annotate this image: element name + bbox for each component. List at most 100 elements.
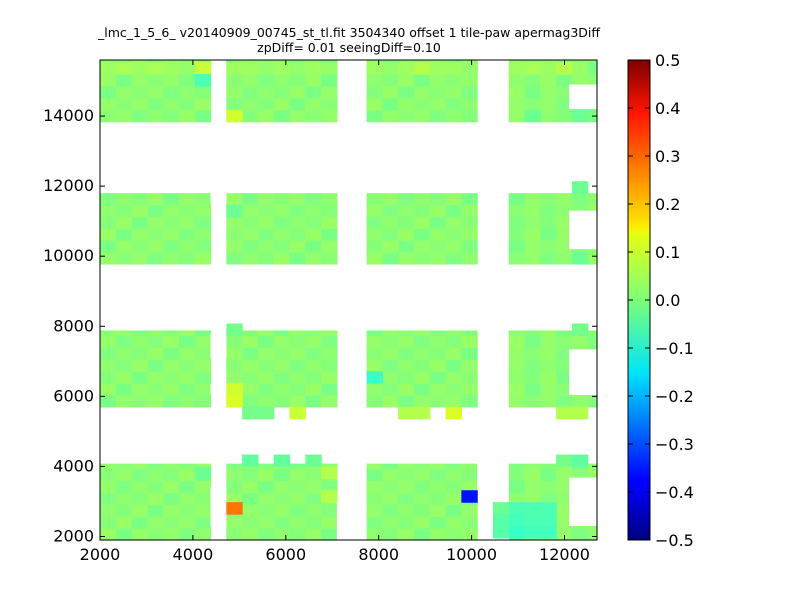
heatmap-base-tile (194, 60, 212, 63)
heatmap-base-tile (163, 216, 180, 229)
heatmap-base-tile (429, 371, 447, 384)
heatmap-base-tile (273, 109, 291, 123)
heatmap-base-tile (571, 60, 589, 63)
heatmap-base-tile (194, 394, 212, 408)
heatmap-base-tile (178, 335, 196, 348)
heatmap-base-tile (131, 74, 148, 87)
heatmap-base-tile (398, 463, 415, 470)
heatmap-base-tile (524, 359, 541, 372)
heatmap-base-tile (508, 347, 526, 360)
heatmap-base-tile (289, 228, 306, 241)
heatmap-base-tile (461, 228, 478, 241)
heatmap-base-tile (273, 504, 291, 517)
heatmap-base-tile (321, 347, 338, 360)
heatmap-base-tile (556, 383, 573, 396)
heatmap-base-tile (382, 480, 399, 493)
heatmap-base-tile (587, 528, 598, 541)
heatmap-base-tile (273, 330, 291, 336)
heatmap-base-tile (289, 74, 306, 87)
heatmap-cell (242, 406, 259, 420)
heatmap-base-tile (429, 330, 447, 336)
heatmap-cell (540, 502, 557, 515)
heatmap-base-tile (508, 60, 526, 63)
heatmap-base-tile (429, 528, 447, 541)
heatmap-base-tile (429, 383, 447, 396)
heatmap-base-tile (147, 468, 164, 482)
heatmap-base-tile (194, 383, 212, 396)
heatmap-base-tile (100, 516, 117, 529)
heatmap-base-tile (194, 204, 212, 217)
heatmap-cell (571, 406, 589, 420)
heatmap-base-tile (147, 504, 164, 517)
heatmap-base-tile (242, 359, 259, 372)
heatmap-base-tile (445, 240, 462, 253)
heatmap-base-tile (178, 371, 196, 384)
heatmap-base-tile (508, 492, 526, 505)
heatmap-base-tile (508, 335, 526, 348)
heatmap-base-tile (305, 504, 322, 517)
heatmap-base-tile (131, 109, 148, 123)
heatmap-cell (242, 62, 259, 75)
heatmap-base-tile (147, 463, 164, 470)
heatmap-base-tile (382, 216, 399, 229)
heatmap-base-tile (163, 492, 180, 505)
heatmap-cell (461, 490, 478, 503)
heatmap-base-tile (273, 85, 291, 99)
heatmap-base-tile (100, 97, 117, 111)
heatmap-base-tile (413, 60, 431, 63)
heatmap-base-tile (147, 394, 164, 408)
heatmap-base-tile (508, 193, 526, 205)
heatmap-base-tile (413, 468, 431, 482)
heatmap-cell (289, 406, 306, 420)
heatmap-base-tile (178, 330, 196, 336)
heatmap-base-tile (242, 371, 259, 384)
heatmap-base-tile (226, 228, 243, 241)
heatmap-base-tile (366, 504, 384, 517)
heatmap-base-tile (163, 193, 180, 205)
heatmap-base-tile (366, 193, 384, 205)
heatmap-base-tile (178, 216, 196, 229)
heatmap-base-tile (226, 492, 243, 505)
heatmap-base-tile (461, 463, 478, 470)
heatmap-base-tile (587, 330, 598, 336)
heatmap-base-tile (429, 60, 447, 63)
heatmap-base-tile (524, 330, 541, 336)
heatmap-base-tile (257, 74, 275, 87)
heatmap-base-tile (382, 347, 399, 360)
heatmap-base-tile (524, 383, 541, 396)
heatmap-base-tile (242, 60, 259, 63)
heatmap-base-tile (382, 492, 399, 505)
heatmap-base-tile (163, 463, 180, 470)
heatmap-base-tile (163, 97, 180, 111)
heatmap-base-tile (289, 330, 306, 336)
heatmap-base-tile (413, 528, 431, 541)
plot-area: 2000 4000 6000 8000 10000 12000 2000 4000 6000 8… (43, 59, 598, 564)
heatmap-cell (382, 62, 399, 75)
colorbar-tick-label: 0.5 (655, 51, 680, 70)
empty-tile (477, 462, 509, 502)
heatmap-base-tile (305, 216, 322, 229)
heatmap-base-tile (273, 74, 291, 87)
colorbar-tick-label: −0.1 (655, 339, 694, 358)
heatmap-base-tile (366, 463, 384, 470)
heatmap-base-tile (305, 240, 322, 253)
heatmap-cell (524, 525, 541, 539)
heatmap-base-tile (178, 504, 196, 517)
heatmap-base-tile (556, 528, 573, 541)
heatmap-base-tile (100, 492, 117, 505)
heatmap-base-tile (508, 383, 526, 396)
heatmap-base-tile (398, 216, 415, 229)
heatmap-base-tile (366, 394, 384, 408)
heatmap-base-tile (131, 480, 148, 493)
heatmap-base-tile (257, 193, 275, 205)
heatmap-base-tile (131, 504, 148, 517)
heatmap-base-tile (524, 371, 541, 384)
heatmap-base-tile (305, 252, 322, 265)
heatmap-base-tile (194, 480, 212, 493)
heatmap-base-tile (508, 330, 526, 336)
heatmap-base-tile (445, 335, 462, 348)
heatmap-base-tile (413, 204, 431, 217)
heatmap-base-tile (273, 528, 291, 541)
colorbar-tick-label: 0.1 (655, 243, 680, 262)
heatmap-base-tile (413, 228, 431, 241)
